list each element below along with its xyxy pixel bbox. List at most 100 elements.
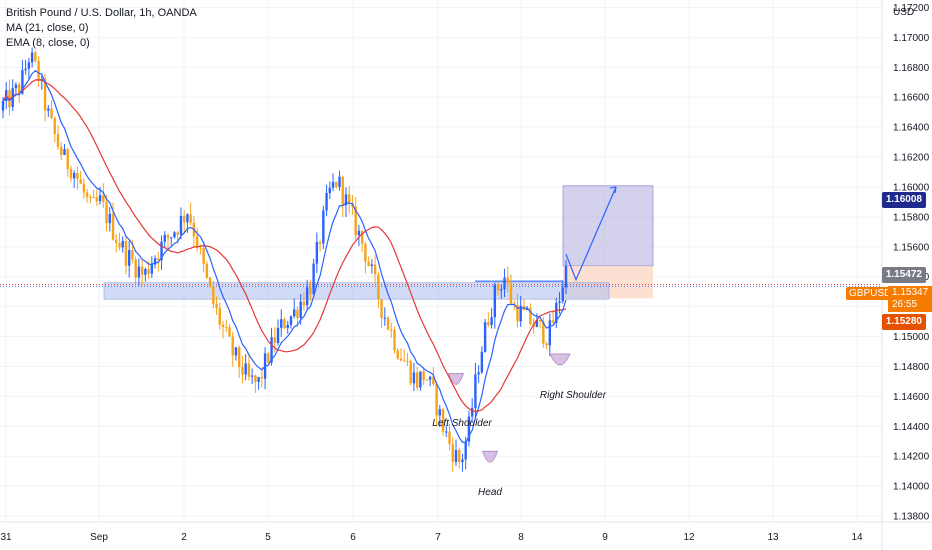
candle-body bbox=[487, 322, 490, 325]
candle-body bbox=[535, 319, 539, 328]
candle-body bbox=[464, 441, 467, 460]
candle-body bbox=[118, 242, 121, 248]
x-tick-label: 13 bbox=[767, 532, 779, 543]
candle-body bbox=[280, 319, 283, 328]
y-tick-label: 1.17000 bbox=[893, 33, 930, 44]
candle-body bbox=[483, 322, 487, 352]
candle-body bbox=[373, 264, 377, 275]
candle-body bbox=[60, 146, 63, 155]
candle-body bbox=[441, 409, 445, 432]
candle-body bbox=[228, 327, 231, 337]
y-tick-label: 1.14200 bbox=[893, 452, 930, 463]
candle-body bbox=[98, 195, 102, 202]
candle-body bbox=[47, 108, 50, 111]
y-tick-label: 1.13800 bbox=[893, 512, 930, 523]
candle-body bbox=[496, 284, 500, 291]
x-tick-label: 12 bbox=[683, 532, 695, 543]
candle-body bbox=[92, 197, 95, 199]
target-zone bbox=[562, 185, 654, 267]
candle-body bbox=[182, 215, 186, 223]
candle-body bbox=[1, 100, 5, 111]
candle-body bbox=[506, 277, 509, 284]
candle-body bbox=[124, 241, 128, 266]
x-tick-label: 8 bbox=[518, 532, 524, 543]
candle-body bbox=[377, 274, 380, 300]
candle-body bbox=[564, 266, 568, 288]
overlay: Left Shoulder Head Right Shoulder bbox=[432, 186, 617, 498]
candle-body bbox=[325, 192, 328, 211]
candle-body bbox=[202, 248, 205, 264]
candle-body bbox=[545, 343, 548, 346]
candle-body bbox=[176, 232, 179, 235]
candle-body bbox=[24, 68, 27, 71]
candle-body bbox=[490, 317, 493, 325]
candle-body bbox=[428, 376, 432, 380]
candle-body bbox=[17, 84, 21, 94]
candle-body bbox=[305, 287, 309, 306]
candle-body bbox=[170, 237, 173, 239]
candle-body bbox=[189, 214, 192, 223]
symbol-tag: GBPUSD bbox=[846, 287, 895, 300]
candle-body bbox=[500, 289, 503, 291]
target-price-tag: 1.16008 bbox=[881, 192, 926, 208]
y-tick-label: 1.16000 bbox=[893, 182, 930, 193]
candle-body bbox=[89, 196, 92, 198]
candle-body bbox=[406, 360, 409, 362]
y-tick-label: 1.14000 bbox=[893, 482, 930, 493]
candle-body bbox=[367, 261, 370, 266]
candle-body bbox=[551, 320, 555, 323]
entry-price-tag: 1.15472 bbox=[881, 267, 926, 283]
candle-body bbox=[538, 319, 542, 322]
candle-body bbox=[335, 181, 338, 187]
candle-body bbox=[480, 351, 484, 373]
candle-body bbox=[529, 307, 532, 325]
x-tick-label: 2 bbox=[181, 532, 187, 543]
candle-body bbox=[286, 324, 289, 329]
candle-body bbox=[516, 305, 519, 322]
candle-body bbox=[208, 277, 212, 287]
legend-ma: MA (21, close, 0) bbox=[6, 22, 89, 34]
ema-8-line bbox=[2, 70, 567, 444]
candle-body bbox=[212, 286, 215, 305]
candle-body bbox=[425, 379, 429, 381]
candle-body bbox=[27, 62, 31, 69]
candle-body bbox=[383, 317, 387, 319]
candle-body bbox=[14, 84, 18, 89]
candle-body bbox=[360, 230, 364, 244]
candle-body bbox=[354, 206, 357, 236]
candle-body bbox=[76, 172, 79, 180]
head-marker bbox=[482, 450, 498, 463]
candle-body bbox=[270, 337, 273, 363]
candle-body bbox=[225, 327, 228, 329]
candle-body bbox=[312, 263, 315, 295]
left-shoulder-label: Left Shoulder bbox=[432, 418, 492, 429]
candle-body bbox=[548, 320, 552, 346]
y-tick-label: 1.16200 bbox=[893, 153, 930, 164]
candle-body bbox=[561, 287, 564, 302]
candle-body bbox=[493, 284, 497, 318]
ma-21-line bbox=[2, 79, 567, 413]
candles bbox=[1, 47, 568, 473]
candle-body bbox=[241, 367, 244, 375]
candle-body bbox=[21, 70, 24, 94]
candle-body bbox=[289, 316, 293, 325]
candle-body bbox=[555, 303, 558, 323]
candle-body bbox=[399, 358, 403, 361]
candle-body bbox=[179, 215, 183, 235]
x-tick-label: 7 bbox=[435, 532, 441, 543]
candle-body bbox=[302, 301, 306, 306]
current-price-value: 1.15347 bbox=[892, 287, 929, 298]
candle-body bbox=[105, 202, 108, 224]
candle-body bbox=[467, 416, 471, 442]
candle-body bbox=[558, 301, 561, 304]
y-tick-label: 1.15600 bbox=[893, 242, 930, 253]
candle-body bbox=[409, 361, 412, 384]
candle-body bbox=[386, 317, 390, 330]
x-tick-label: 5 bbox=[265, 532, 271, 543]
candle-body bbox=[415, 372, 419, 388]
candle-body bbox=[474, 374, 477, 408]
y-tick-label: 1.15000 bbox=[893, 332, 930, 343]
x-tick-label: 31 bbox=[0, 532, 12, 543]
candle-body bbox=[160, 241, 163, 261]
